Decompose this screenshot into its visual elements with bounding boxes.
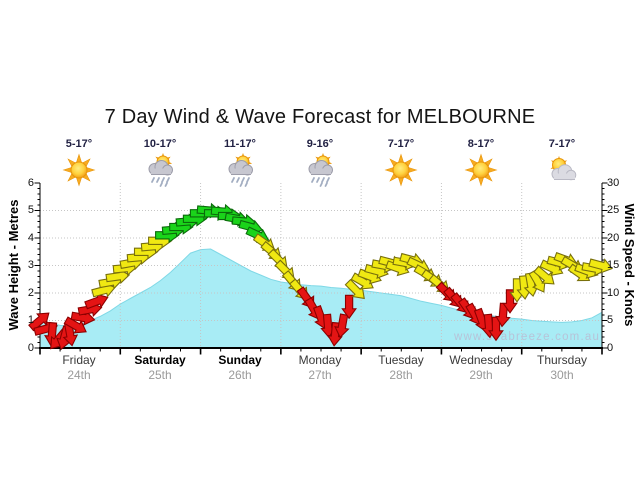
day-date: 29th	[469, 368, 493, 382]
wind-axis-tick-label: 25	[607, 204, 620, 216]
day-temp-label: 9-16°	[306, 138, 334, 150]
wind-arrow-icon	[341, 294, 357, 320]
day-date: 27th	[308, 368, 332, 382]
wind-axis-tick-label: 30	[607, 176, 620, 189]
wind-arrow-icon	[495, 302, 511, 328]
day-temp-label: 7-17°	[387, 138, 415, 150]
day-name: Friday	[62, 353, 96, 367]
wind-arrow-icon	[334, 313, 350, 339]
wave-axis-tick-label: 5	[27, 204, 34, 216]
day-label: Wednesday 29th	[435, 353, 527, 382]
day-header: 11-17°	[195, 138, 285, 188]
day-header: 5-17°	[34, 138, 124, 188]
day-name: Sunday	[218, 353, 262, 367]
day-date: 24th	[67, 368, 91, 382]
day-temp-label: 5-17°	[65, 138, 93, 150]
day-name: Tuesday	[378, 353, 424, 367]
wind-arrow-icon	[84, 293, 109, 310]
wind-arrow-icon	[344, 278, 365, 300]
wind-axis-tick-label: 0	[607, 341, 614, 354]
day-date: 25th	[148, 368, 172, 382]
wave-axis-tick-label: 6	[27, 176, 34, 189]
day-label: Thursday 30th	[516, 353, 608, 382]
day-header: 8-17°	[436, 138, 526, 188]
wave-axis-tick-label: 3	[27, 259, 34, 271]
wind-arrow-icon	[533, 265, 555, 285]
wave-axis-tick-label: 0	[27, 341, 34, 354]
day-temp-label: 11-17°	[224, 138, 256, 150]
day-name: Saturday	[134, 353, 186, 367]
day-header: 9-16°	[275, 138, 365, 188]
day-name: Thursday	[536, 353, 588, 367]
wind-axis-tick-label: 20	[607, 231, 620, 244]
day-temp-label: 10-17°	[143, 138, 177, 150]
wind-axis-tick-label: 5	[607, 314, 614, 326]
day-header: 7-17°	[517, 138, 607, 188]
wind-axis-tick-label: 15	[607, 259, 620, 271]
day-name: Wednesday	[449, 353, 513, 367]
day-temp-label: 7-17°	[548, 138, 576, 150]
day-name: Monday	[298, 353, 342, 367]
day-date: 26th	[228, 368, 252, 382]
day-label: Friday 24th	[33, 353, 125, 382]
wind-arrow-icon	[588, 258, 614, 274]
wind-arrows	[28, 202, 614, 351]
day-date: 28th	[389, 368, 413, 382]
day-label: Tuesday 28th	[355, 353, 447, 382]
day-label: Monday 27th	[274, 353, 366, 382]
day-header: 10-17°	[115, 138, 205, 188]
wave-axis-tick-label: 2	[27, 286, 34, 299]
wind-axis-tick-label: 10	[607, 286, 620, 299]
day-label: Sunday 26th	[194, 353, 286, 382]
wave-axis-tick-label: 4	[27, 231, 34, 244]
wave-axis-tick-label: 1	[27, 314, 34, 326]
day-temp-label: 8-17°	[467, 138, 495, 150]
page-title: 7 Day Wind & Wave Forecast for MELBOURNE	[104, 106, 536, 128]
day-label: Saturday 25th	[114, 353, 206, 382]
watermark: www.seabreeze.com.au	[453, 331, 600, 343]
day-header: 7-17°	[356, 138, 446, 188]
day-date: 30th	[550, 368, 574, 382]
wind-arrow-icon	[62, 321, 79, 347]
wind-arrow-icon	[63, 316, 87, 334]
wave-height-area	[40, 249, 602, 348]
